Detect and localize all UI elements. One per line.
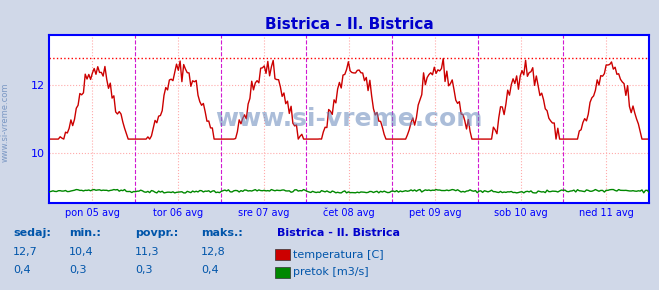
Text: 0,3: 0,3 [135, 264, 153, 275]
Text: 0,3: 0,3 [69, 264, 87, 275]
Text: 0,4: 0,4 [201, 264, 219, 275]
Text: 11,3: 11,3 [135, 247, 159, 257]
Text: povpr.:: povpr.: [135, 228, 179, 238]
Text: temperatura [C]: temperatura [C] [293, 250, 384, 260]
Title: Bistrica - Il. Bistrica: Bistrica - Il. Bistrica [265, 17, 434, 32]
Text: 12,7: 12,7 [13, 247, 38, 257]
Text: www.si-vreme.com: www.si-vreme.com [1, 82, 10, 162]
Text: 12,8: 12,8 [201, 247, 226, 257]
Text: www.si-vreme.com: www.si-vreme.com [215, 107, 483, 131]
Text: sedaj:: sedaj: [13, 228, 51, 238]
Text: 10,4: 10,4 [69, 247, 94, 257]
Text: pretok [m3/s]: pretok [m3/s] [293, 267, 369, 277]
Text: maks.:: maks.: [201, 228, 243, 238]
Text: Bistrica - Il. Bistrica: Bistrica - Il. Bistrica [277, 228, 400, 238]
Text: 0,4: 0,4 [13, 264, 31, 275]
Text: min.:: min.: [69, 228, 101, 238]
